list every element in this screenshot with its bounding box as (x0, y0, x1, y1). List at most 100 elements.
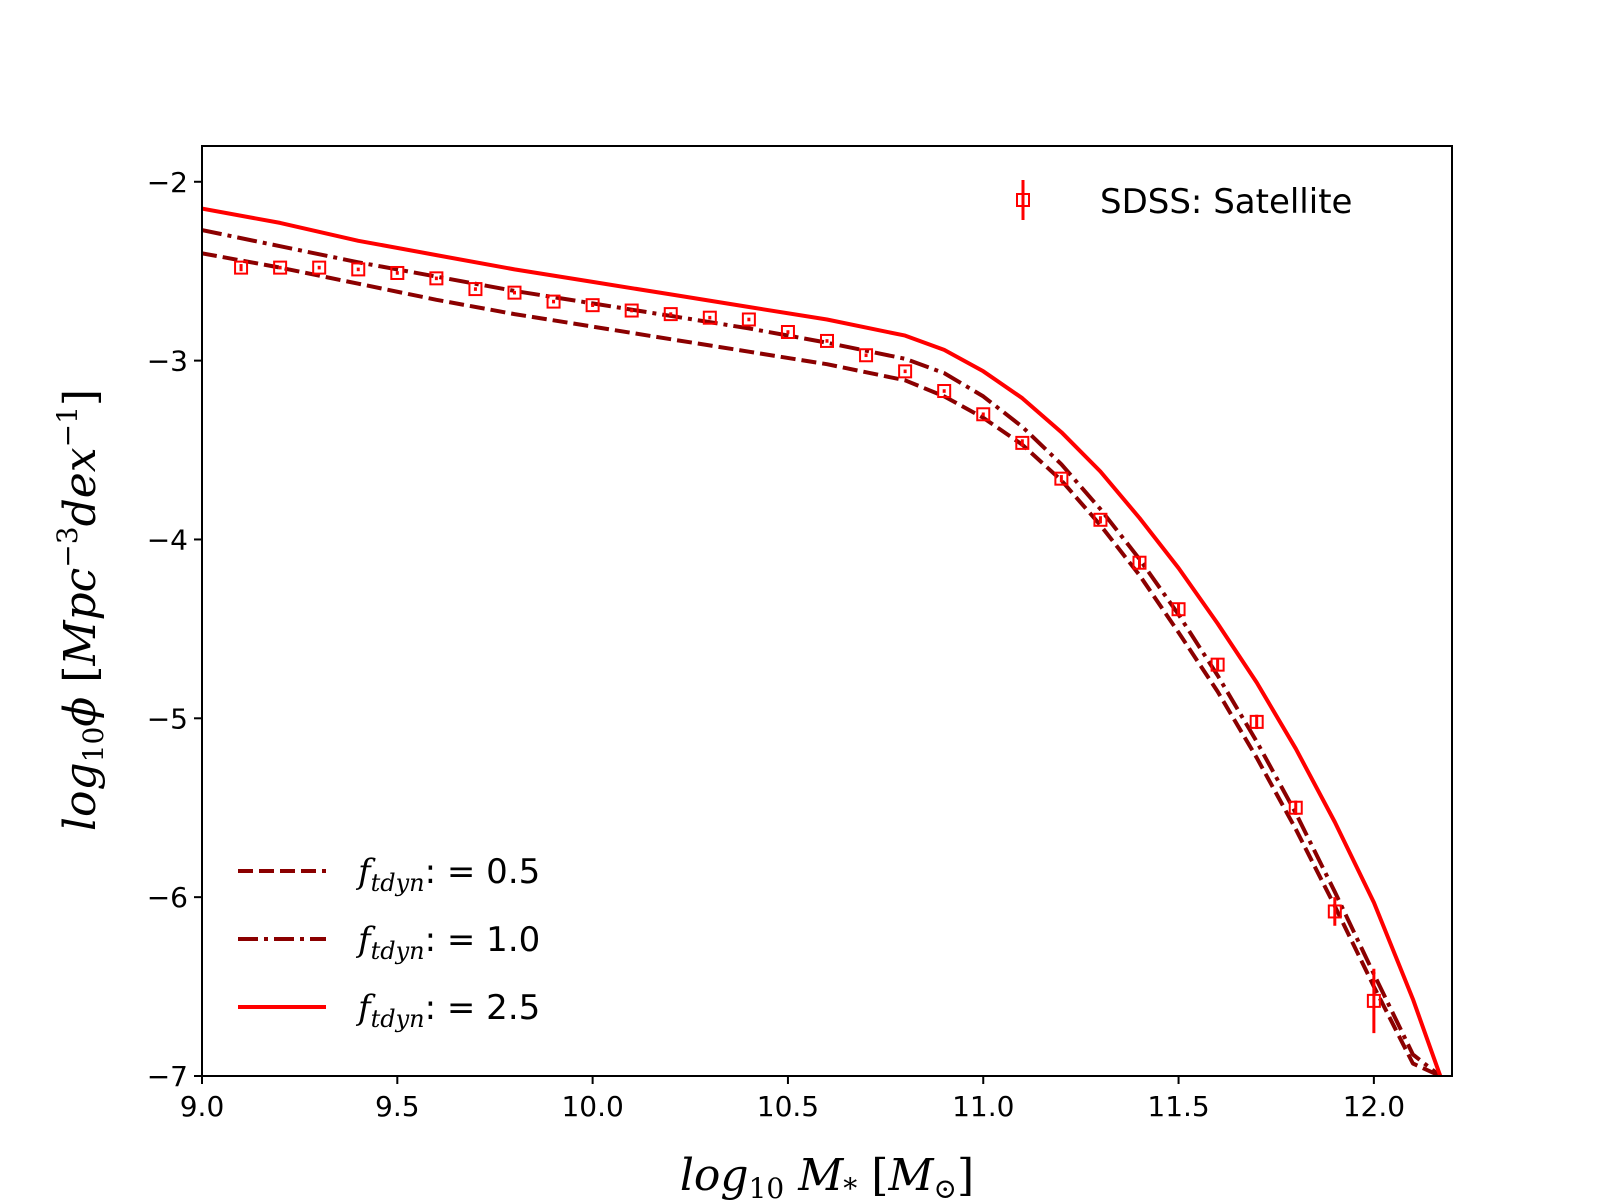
obs-point (312, 260, 327, 275)
obs-point (859, 348, 874, 363)
obs-marker (234, 260, 249, 275)
obs-marker (1132, 555, 1147, 570)
obs-point (1132, 555, 1147, 570)
obs-marker (1249, 714, 1264, 729)
obs-point (820, 333, 834, 348)
obs-marker (585, 298, 600, 313)
series-layer (202, 206, 1443, 1076)
obs-point (937, 384, 952, 399)
obs-point (390, 265, 405, 280)
observation-layer (234, 260, 1381, 1034)
obs-point (585, 298, 600, 313)
obs-marker (1327, 904, 1342, 919)
obs-point (702, 310, 717, 325)
obs-marker (820, 333, 834, 348)
obs-point (1210, 657, 1225, 672)
legend-label-0-value: : = 0.5 (425, 852, 541, 892)
obs-marker (273, 260, 288, 275)
x-tick-label: 11.5 (1147, 1090, 1209, 1123)
legend-label-2-sub: tdyn (371, 1005, 425, 1033)
y-axis-title-base: log (55, 762, 106, 831)
y-tick-label: −6 (147, 881, 188, 914)
y-tick-label: −7 (147, 1060, 188, 1093)
obs-point (663, 307, 678, 322)
obs-marker (351, 262, 366, 277)
y-axis-title-sup1: −3 (51, 526, 84, 567)
obs-marker (312, 260, 327, 275)
legend-label-1-value: : = 1.0 (425, 920, 541, 960)
x-axis-title-unit: M (887, 1150, 934, 1200)
series-line-0 (202, 251, 1442, 1076)
x-axis-title: log10 M* [M⊙] (680, 1150, 974, 1200)
obs-marker (429, 271, 444, 286)
x-axis-title-base: log (680, 1150, 749, 1200)
obs-marker (859, 348, 874, 363)
obs-marker (624, 303, 639, 318)
series-line-1 (202, 228, 1442, 1076)
obs-marker (1054, 471, 1069, 486)
legend-models: ftdyn: = 0.5 ftdyn: = 1.0 ftdyn: = 2.5 (238, 852, 540, 1033)
obs-marker (702, 310, 717, 325)
x-axis-title-unitsub: ⊙ (934, 1172, 957, 1200)
obs-point (1249, 714, 1264, 730)
legend-label-2-value: : = 2.5 (425, 988, 541, 1028)
legend-entry-2: ftdyn: = 2.5 (238, 988, 540, 1033)
x-tick-label: 11.0 (952, 1090, 1014, 1123)
x-tick-label: 12.0 (1343, 1090, 1405, 1123)
obs-point (624, 303, 639, 318)
legend-entry-1: ftdyn: = 1.0 (238, 920, 540, 965)
series-line-2 (202, 206, 1443, 1076)
obs-point (898, 364, 913, 379)
obs-point (780, 325, 795, 339)
obs-marker (780, 325, 795, 339)
y-tick-label: −4 (147, 523, 188, 556)
legend-label-1-sub: tdyn (371, 937, 425, 965)
obs-point (1327, 897, 1342, 926)
x-tick-label: 9.5 (375, 1090, 420, 1123)
x-tick-label: 10.5 (757, 1090, 819, 1123)
legend-obs-label: SDSS: Satellite (1100, 182, 1352, 222)
legend-label-0: ftdyn: = 0.5 (355, 852, 540, 897)
obs-point (1015, 435, 1030, 450)
obs-point (1054, 471, 1069, 486)
x-tick-label: 9.0 (180, 1090, 225, 1123)
obs-marker (741, 312, 756, 327)
obs-point (429, 271, 444, 286)
obs-point (546, 294, 561, 309)
obs-marker (1288, 800, 1303, 815)
obs-point (234, 260, 249, 275)
legend-entry-0: ftdyn: = 0.5 (238, 852, 540, 897)
plot-frame (201, 145, 1453, 1077)
legend-label-2: ftdyn: = 2.5 (355, 988, 540, 1033)
obs-point (351, 262, 366, 277)
obs-marker (507, 285, 522, 300)
obs-point (273, 260, 288, 275)
x-tick-label: 10.0 (561, 1090, 623, 1123)
legend-observations: SDSS: Satellite (1016, 180, 1352, 222)
x-axis-title-varsub: * (843, 1172, 857, 1200)
obs-point (1093, 512, 1108, 527)
obs-marker (1366, 993, 1381, 1008)
obs-marker (976, 407, 991, 422)
obs-marker (1093, 512, 1108, 527)
obs-point (1366, 968, 1381, 1034)
obs-marker (546, 294, 561, 309)
y-axis-title-var: ϕ (55, 697, 106, 727)
y-tick-label: −5 (147, 702, 188, 735)
obs-marker (898, 364, 913, 379)
obs-marker (390, 265, 405, 280)
obs-marker (1171, 602, 1186, 617)
obs-point (1288, 800, 1303, 815)
x-axis-title-sub: 10 (749, 1172, 785, 1200)
obs-marker (937, 384, 952, 399)
y-axis-title-unit-mid: dex (55, 447, 106, 526)
x-axis-title-var: M (797, 1150, 844, 1200)
y-axis-title-sup2: −1 (51, 406, 84, 447)
obs-marker (663, 307, 678, 322)
axis-ticks: 9.0 9.5 10.0 10.5 11.0 11.5 12.0 −7 −6 −5 −4 −3 −2 (147, 166, 1405, 1123)
legend-label-0-sub: tdyn (371, 869, 425, 897)
obs-point (1171, 602, 1186, 617)
obs-marker (1210, 657, 1225, 672)
